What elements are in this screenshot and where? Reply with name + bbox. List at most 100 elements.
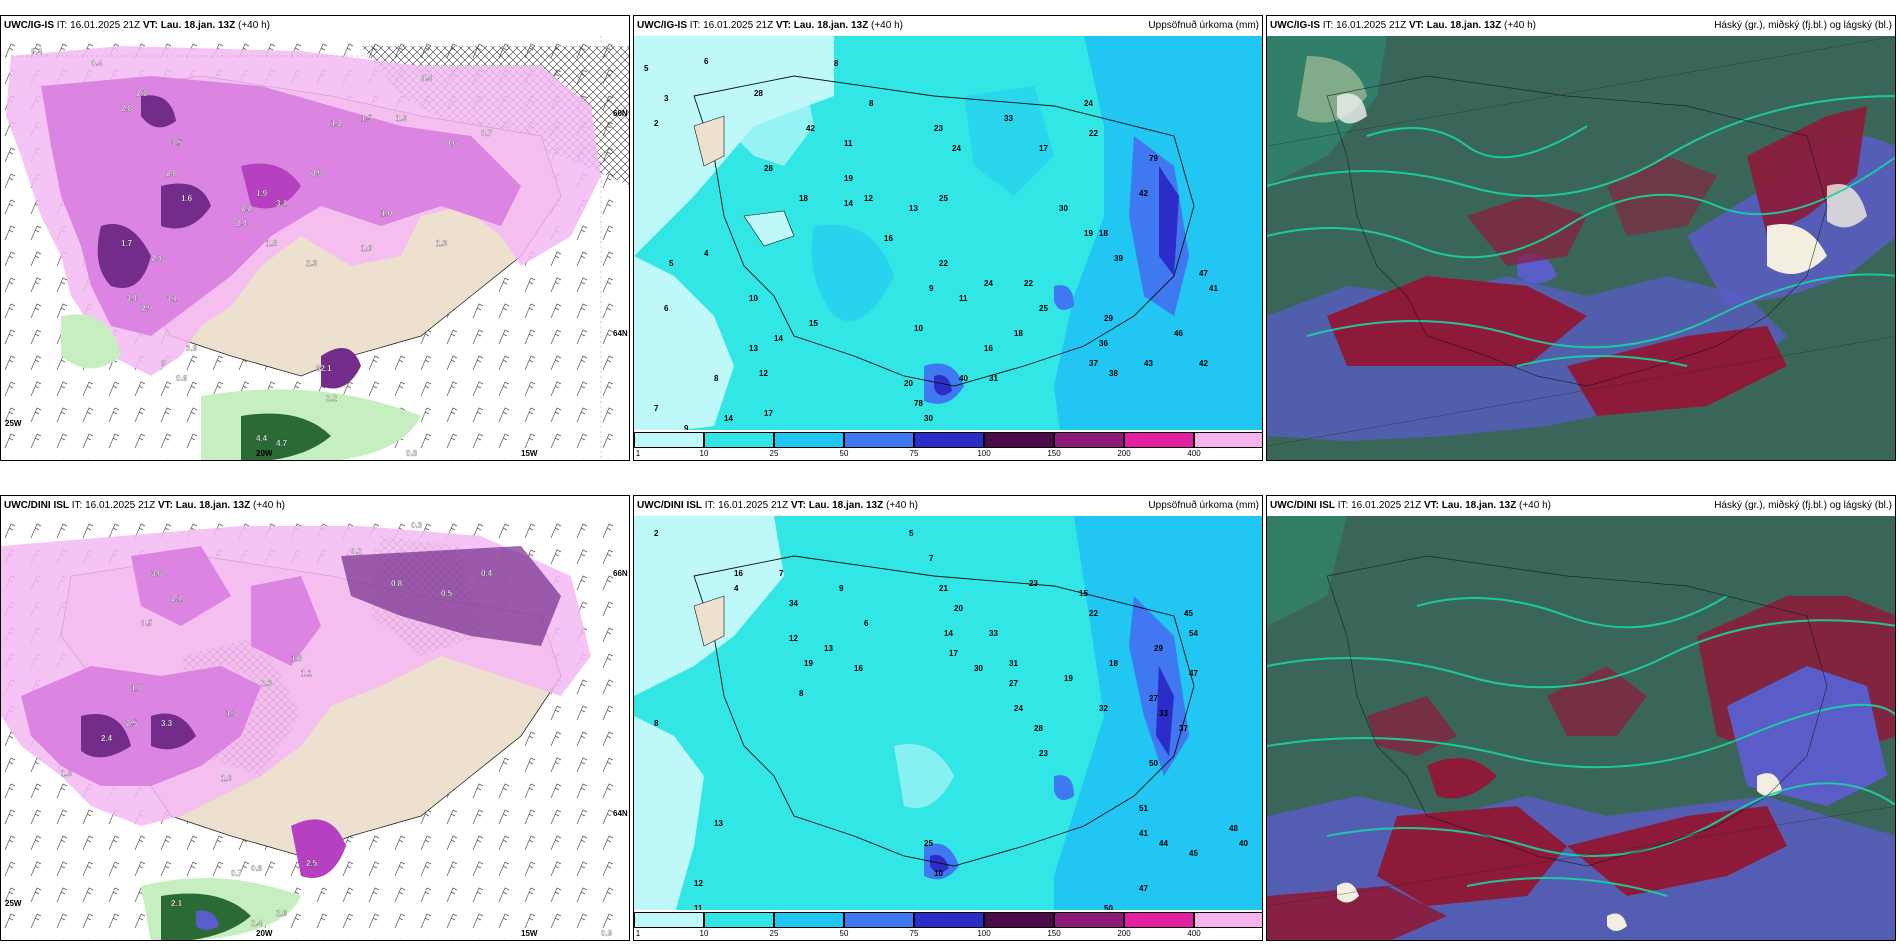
svg-text:14: 14 [944, 629, 953, 638]
svg-text:18: 18 [1014, 329, 1023, 338]
svg-text:23: 23 [934, 124, 943, 133]
svg-text:25W: 25W [5, 419, 22, 428]
svg-text:25: 25 [924, 839, 933, 848]
cloud-cover-map [1267, 516, 1895, 940]
svg-text:0.4: 0.4 [421, 74, 433, 83]
svg-text:2.2: 2.2 [326, 394, 338, 403]
svg-text:2.4: 2.4 [101, 734, 113, 743]
vt-value: Lau. 18.jan. 13Z [160, 20, 236, 31]
it-value: 16.01.2025 21Z [1336, 20, 1407, 31]
svg-text:25W: 25W [5, 899, 22, 908]
model-name: UWC/IG-IS [637, 20, 687, 31]
svg-text:0.4: 0.4 [481, 569, 493, 578]
svg-text:2.6: 2.6 [276, 909, 288, 918]
svg-text:15W: 15W [521, 449, 538, 458]
svg-text:12: 12 [759, 369, 768, 378]
svg-text:2.1: 2.1 [171, 899, 183, 908]
svg-text:18: 18 [799, 194, 808, 203]
legend-tick-label: 400 [1187, 929, 1201, 938]
panel-header: UWC/DINI ISL IT: 16.01.2025 21Z VT: Lau.… [1, 496, 629, 516]
panel-dini-wind-precip: UWC/DINI ISL IT: 16.01.2025 21Z VT: Lau.… [0, 495, 630, 941]
panel-header: UWC/IG-IS IT: 16.01.2025 21Z VT: Lau. 18… [1, 16, 629, 36]
svg-text:9: 9 [839, 584, 844, 593]
legend-swatch [1194, 432, 1262, 448]
svg-text:42: 42 [1199, 359, 1208, 368]
svg-text:20: 20 [904, 379, 913, 388]
svg-text:50: 50 [1104, 904, 1113, 913]
legend-tick-label: 1 [635, 449, 641, 458]
it-value: 16.01.2025 21Z [718, 500, 789, 511]
svg-text:8: 8 [654, 719, 659, 728]
svg-text:20W: 20W [256, 449, 273, 458]
legend-swatch [914, 912, 984, 928]
svg-text:3: 3 [664, 94, 669, 103]
svg-text:19: 19 [804, 659, 813, 668]
svg-text:41: 41 [1139, 829, 1148, 838]
svg-text:17: 17 [1039, 144, 1048, 153]
svg-text:0.8: 0.8 [391, 579, 403, 588]
svg-text:8: 8 [714, 374, 719, 383]
legend-swatch [1124, 432, 1194, 448]
svg-text:2.1: 2.1 [171, 594, 183, 603]
svg-text:4.7: 4.7 [276, 439, 288, 448]
svg-text:31: 31 [1009, 659, 1018, 668]
svg-text:66N: 66N [613, 109, 628, 118]
svg-text:22: 22 [1089, 609, 1098, 618]
svg-text:51: 51 [1139, 804, 1148, 813]
svg-text:8: 8 [161, 359, 166, 368]
svg-text:31: 31 [989, 374, 998, 383]
legend-tick-label: 400 [1187, 449, 1201, 458]
legend-swatch [1124, 912, 1194, 928]
svg-text:32: 32 [1099, 704, 1108, 713]
lead-time: (+40 h) [871, 20, 903, 31]
it-value: 16.01.2025 21Z [85, 500, 156, 511]
svg-text:46: 46 [1174, 329, 1183, 338]
vt-label: VT: [142, 20, 158, 31]
panel-ig-wind-precip: UWC/IG-IS IT: 16.01.2025 21Z VT: Lau. 18… [0, 15, 630, 461]
svg-text:14: 14 [724, 414, 733, 423]
svg-text:20: 20 [954, 604, 963, 613]
svg-text:45: 45 [1189, 849, 1198, 858]
svg-text:50: 50 [1149, 759, 1158, 768]
legend-swatch [844, 432, 914, 448]
svg-text:48: 48 [1229, 824, 1238, 833]
svg-text:25: 25 [1039, 304, 1048, 313]
svg-text:18: 18 [1099, 229, 1108, 238]
svg-text:13: 13 [824, 644, 833, 653]
it-label: IT: [56, 20, 68, 31]
svg-text:7: 7 [779, 569, 784, 578]
svg-text:36: 36 [1099, 339, 1108, 348]
svg-text:22: 22 [1024, 279, 1033, 288]
panel-field-title: Uppsöfnuð úrkoma (mm) [1148, 20, 1259, 31]
svg-text:15W: 15W [521, 929, 538, 938]
panel-field-title: Háský (gr.), miðský (fj.bl.) og lágský (… [1714, 20, 1892, 31]
svg-text:0.2: 0.2 [351, 547, 363, 556]
vt-value: Lau. 18.jan. 13Z [1426, 20, 1502, 31]
svg-text:16: 16 [884, 234, 893, 243]
svg-text:3.1: 3.1 [276, 199, 288, 208]
svg-text:30: 30 [924, 414, 933, 423]
it-value: 16.01.2025 21Z [1351, 500, 1422, 511]
panel-dini-clouds: UWC/DINI ISL IT: 16.01.2025 21Z VT: Lau.… [1266, 495, 1896, 941]
svg-text:42: 42 [806, 124, 815, 133]
model-name: UWC/IG-IS [4, 20, 54, 31]
svg-text:1.9: 1.9 [256, 189, 268, 198]
legend-swatch [774, 912, 844, 928]
lead-time: (+40 h) [1504, 20, 1536, 31]
panel-ig-clouds: UWC/IG-IS IT: 16.01.2025 21Z VT: Lau. 18… [1266, 15, 1896, 461]
svg-text:33: 33 [1004, 114, 1013, 123]
legend-swatch [984, 912, 1054, 928]
legend-swatch [1194, 912, 1262, 928]
svg-text:13: 13 [909, 204, 918, 213]
svg-text:15: 15 [1079, 589, 1088, 598]
svg-text:0.6: 0.6 [251, 864, 263, 873]
svg-text:29: 29 [1104, 314, 1113, 323]
legend-tick-label: 100 [977, 929, 991, 938]
svg-text:1.8: 1.8 [266, 239, 278, 248]
svg-text:2.4: 2.4 [236, 219, 248, 228]
legend-tick-label: 200 [1117, 929, 1131, 938]
lead-time: (+40 h) [238, 20, 270, 31]
svg-text:1.3: 1.3 [226, 709, 238, 718]
it-label: IT: [71, 500, 83, 511]
wind-precip-map: 20W 15W 25W 64N 66N 0.4 0.4 2.1 2.8 3.5 2.8… [1, 36, 629, 460]
